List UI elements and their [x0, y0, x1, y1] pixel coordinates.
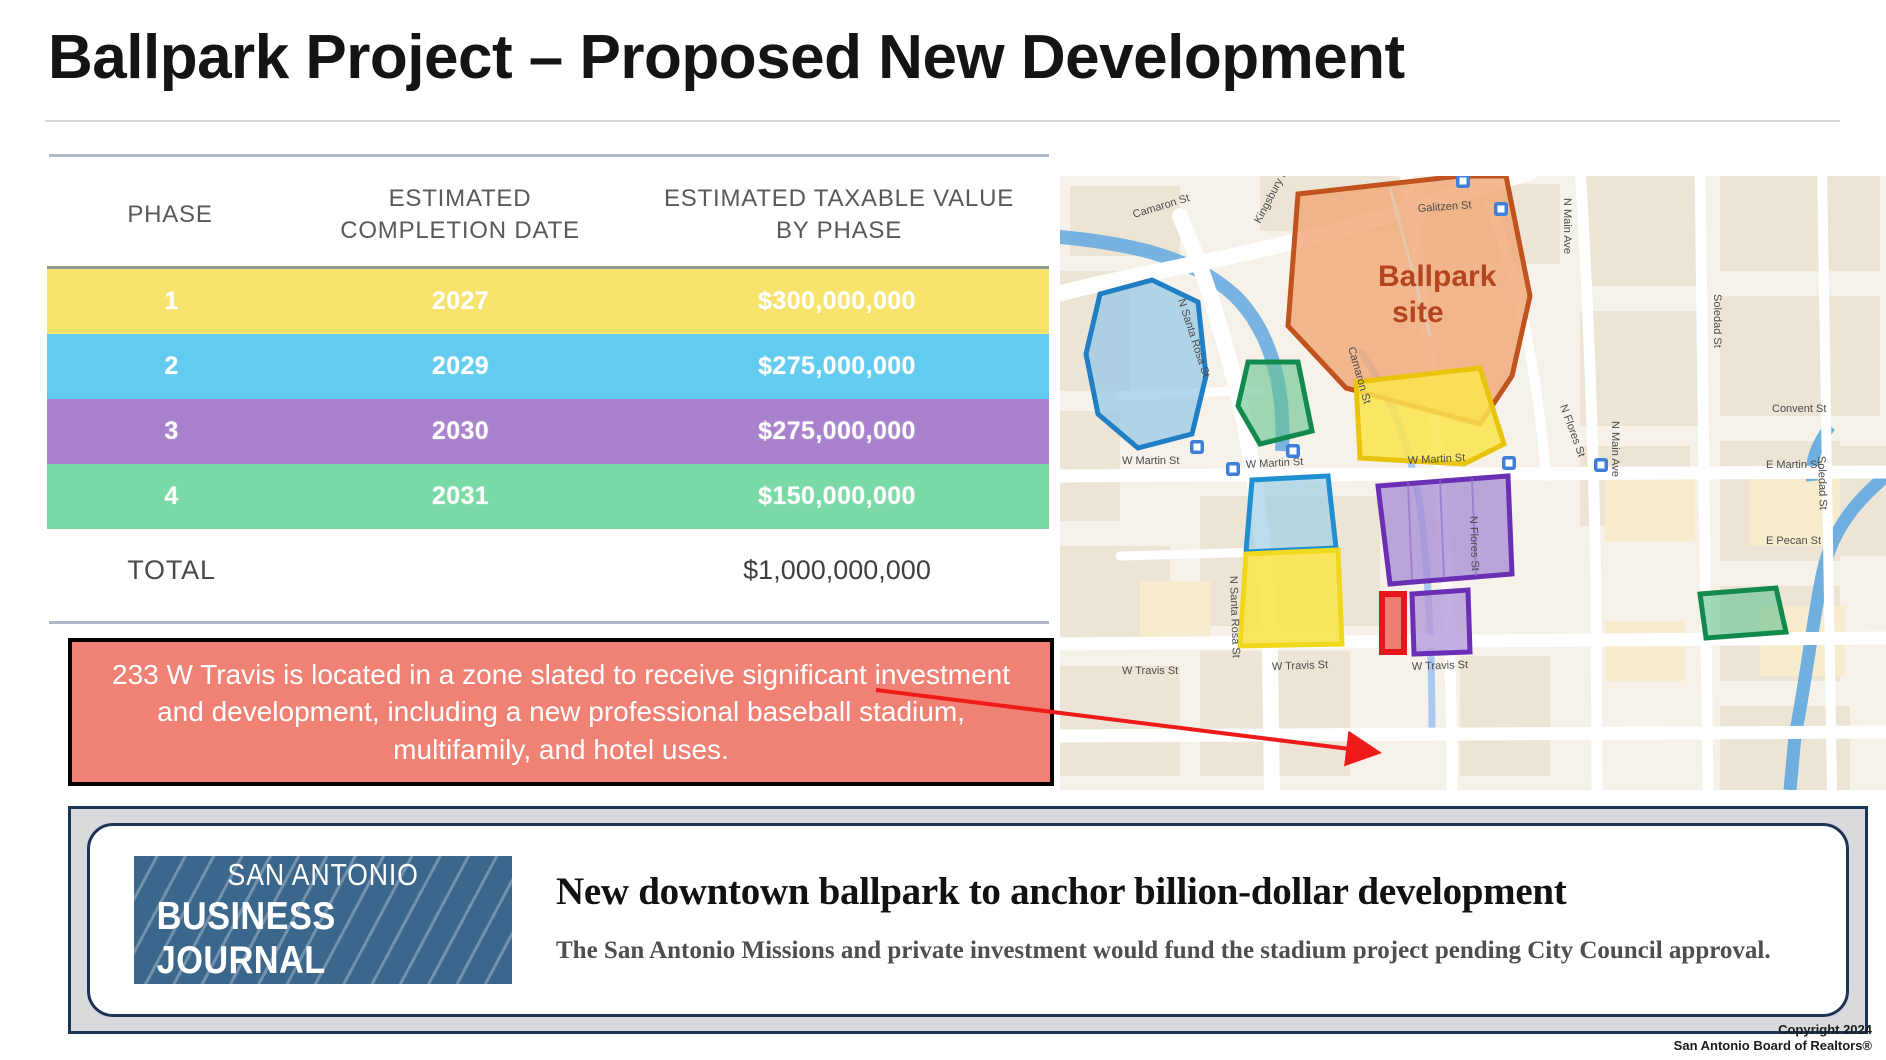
copyright-line1: Copyright 2024 — [1778, 1021, 1872, 1037]
map-street-label: W Martin St — [1246, 456, 1304, 471]
map-street-label: W Martin St — [1408, 452, 1466, 467]
zone-ballpark-site[interactable] — [1285, 176, 1533, 427]
callout-text: 233 W Travis is located in a zone slated… — [112, 658, 1010, 765]
column-header-completion-date-line1: ESTIMATED — [388, 185, 532, 213]
news-banner: SAN ANTONIO BUSINESS JOURNAL New downtow… — [68, 806, 1868, 1034]
table-row: 3 2030 $275,000,000 — [47, 399, 1049, 464]
zone-purple-internal-lines — [1407, 477, 1477, 581]
map-street-label: W Travis St — [1272, 659, 1329, 673]
subject-property-marker[interactable] — [1379, 591, 1407, 655]
zone-phase2-blue-north[interactable] — [1083, 277, 1209, 451]
news-text-block: New downtown ballpark to anchor billion-… — [548, 870, 1820, 969]
zone-phase1-yellow-south[interactable] — [1237, 547, 1345, 649]
table-row: 4 2031 $150,000,000 — [47, 464, 1049, 529]
map-street-label: E Martin St — [1766, 459, 1820, 471]
copyright-notice: Copyright 2024 San Antonio Board of Real… — [1674, 1022, 1872, 1055]
zone-phase3-purple[interactable] — [1375, 473, 1515, 587]
total-label: TOTAL — [127, 554, 216, 585]
cell-phase: 1 — [164, 287, 179, 315]
san-antonio-business-journal-logo[interactable]: SAN ANTONIO BUSINESS JOURNAL — [134, 856, 512, 984]
logo-line2: BUSINESS JOURNAL — [156, 895, 336, 982]
map-street-label: Soledad St — [1815, 456, 1829, 510]
cell-completion-date: 2030 — [431, 417, 490, 445]
table-top-rule — [49, 154, 1049, 157]
title-divider — [45, 120, 1840, 122]
map-panel[interactable]: Ballpark site Camaron St Kingsbury St Ga… — [1060, 176, 1886, 790]
table-row: 2 2029 $275,000,000 — [47, 334, 1049, 399]
table-row: 1 2027 $300,000,000 — [47, 269, 1049, 334]
news-headline[interactable]: New downtown ballpark to anchor billion-… — [556, 870, 1567, 914]
total-value: $1,000,000,000 — [743, 554, 931, 585]
table-header-row: PHASE ESTIMATED COMPLETION DATE ESTIMATE… — [45, 170, 1053, 260]
cell-phase: 4 — [164, 482, 179, 510]
cell-completion-date: 2029 — [431, 352, 490, 380]
cell-phase: 3 — [164, 417, 179, 445]
column-header-taxable-value-line2: BY PHASE — [775, 217, 902, 244]
cell-completion-date: 2027 — [431, 287, 490, 315]
river-east — [1783, 471, 1886, 790]
map-street-label: W Martin St — [1122, 455, 1179, 467]
cell-completion-date: 2031 — [431, 482, 490, 510]
map-transit-pins — [1190, 176, 1608, 476]
column-header-phase: PHASE — [127, 201, 213, 229]
news-subhead: The San Antonio Missions and private inv… — [556, 937, 1771, 965]
column-header-completion-date-line2: COMPLETION DATE — [340, 217, 580, 244]
map-label-ballpark-site-line1: Ballpark — [1378, 260, 1497, 293]
zone-phase4-green-east[interactable] — [1697, 585, 1790, 641]
map-street-label: W Travis St — [1412, 659, 1469, 673]
zone-ballpark-internal-line — [1388, 187, 1432, 337]
cell-taxable-value: $150,000,000 — [758, 482, 916, 510]
map-street-label: Soledad St — [1711, 294, 1723, 348]
column-header-taxable-value: ESTIMATED TAXABLE VALUE BY PHASE — [625, 183, 1053, 246]
table-bottom-rule — [49, 621, 1049, 624]
copyright-line2: San Antonio Board of Realtors® — [1673, 1037, 1872, 1053]
map-svg[interactable]: Ballpark site Camaron St Kingsbury St Ga… — [1060, 176, 1886, 790]
map-street-label: N Flores St — [1467, 516, 1481, 571]
callout-box: 233 W Travis is located in a zone slated… — [68, 638, 1054, 786]
cell-taxable-value: $275,000,000 — [758, 352, 916, 380]
zone-phase3-purple-small[interactable] — [1409, 587, 1473, 657]
table-body: 1 2027 $300,000,000 2 2029 $275,000,000 … — [47, 266, 1049, 529]
map-street-label: N Main Ave — [1561, 198, 1573, 254]
zone-phase1-yellow-east[interactable] — [1353, 365, 1508, 467]
map-street-label: W Travis St — [1122, 665, 1178, 677]
zone-phase2-blue-mid[interactable] — [1243, 473, 1339, 555]
news-banner-inner: SAN ANTONIO BUSINESS JOURNAL New downtow… — [87, 823, 1849, 1017]
map-street-label: N Santa Rosa St — [1227, 576, 1242, 658]
cell-taxable-value: $300,000,000 — [758, 287, 916, 315]
map-label-ballpark-site-line2: site — [1392, 296, 1444, 329]
table-total-row: TOTAL $1,000,000,000 — [47, 540, 1049, 600]
page-title: Ballpark Project – Proposed New Developm… — [48, 23, 1405, 92]
map-street-label: N Main Ave — [1609, 421, 1621, 477]
cell-taxable-value: $275,000,000 — [758, 417, 916, 445]
column-header-completion-date: ESTIMATED COMPLETION DATE — [295, 183, 625, 246]
phase-table: PHASE ESTIMATED COMPLETION DATE ESTIMATE… — [45, 140, 1053, 630]
map-street-label: E Pecan St — [1766, 535, 1821, 547]
map-street-label: Galitzen St — [1417, 199, 1472, 215]
zone-phase4-green-north[interactable] — [1235, 359, 1315, 447]
cell-phase: 2 — [164, 352, 179, 380]
column-header-taxable-value-line1: ESTIMATED TAXABLE VALUE — [663, 185, 1015, 213]
map-street-label: Convent St — [1772, 403, 1826, 415]
logo-line1: SAN ANTONIO — [227, 857, 419, 892]
